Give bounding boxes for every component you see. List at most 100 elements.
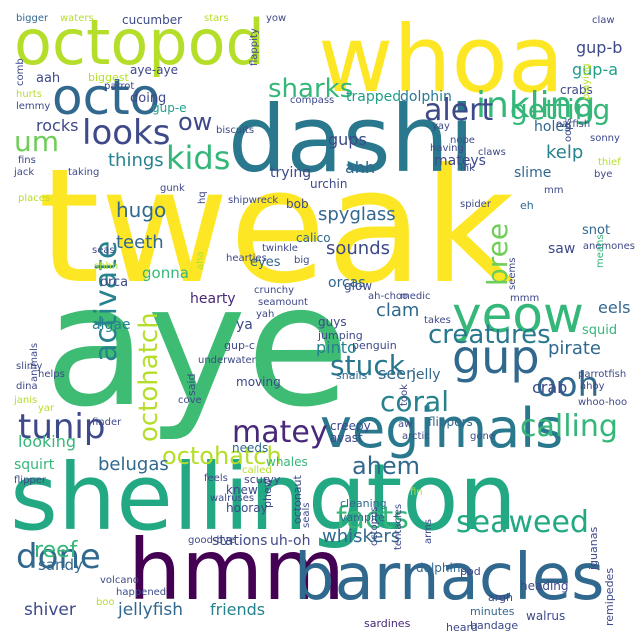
word-crunchy: seems <box>507 257 518 290</box>
word-penguin: penguin <box>352 339 397 352</box>
word-gone: whoo-hoo <box>578 397 628 408</box>
word-urchin: urchin <box>310 177 348 191</box>
word-teeth: teeth <box>116 232 164 253</box>
word-done: done <box>16 537 101 577</box>
word-anemones: big <box>294 255 310 266</box>
word-bob: bob <box>286 197 309 211</box>
word-scurvy: scurvy <box>244 473 281 486</box>
word-inkling: inkling <box>476 85 596 126</box>
word-squid: squid <box>582 323 618 338</box>
word-thief: bye <box>594 169 613 180</box>
word-whiskers: whiskers <box>322 526 401 547</box>
word-vegimals: vegimals <box>320 397 564 460</box>
word-gup-c: gup-c <box>224 339 255 352</box>
word-said: janis <box>14 395 38 406</box>
word-trapped: trapped <box>346 89 402 105</box>
word-helps: takes <box>424 315 451 326</box>
word-underwater: medic <box>400 291 431 302</box>
word-vampire: vampire <box>340 511 386 524</box>
word-cove: dina <box>16 381 38 392</box>
word-jack: fins <box>18 155 36 166</box>
word-hearty: hearty <box>190 291 236 307</box>
word-looks: looks <box>82 113 171 153</box>
word-seen: seen <box>378 364 417 383</box>
word-took: yar <box>38 403 55 414</box>
word-nope: yay <box>432 121 450 132</box>
word-ow: um <box>14 125 60 158</box>
word-ahh: ahh <box>345 158 376 177</box>
word-orca: orca <box>100 275 129 290</box>
word-flippers: flippers <box>428 415 473 429</box>
word-pete: happened <box>116 587 167 598</box>
word-jelly: jelly <box>412 367 441 383</box>
word-seaweed: seaweed <box>456 505 589 540</box>
word-whoo-hoo: took <box>399 384 410 406</box>
word-ya: ya <box>236 317 253 333</box>
word-arms: walruses <box>210 493 255 504</box>
word-arctic: ahoy <box>580 381 605 392</box>
word-stars: stars <box>204 13 229 24</box>
word-big: places <box>18 193 51 204</box>
word-janis: helps <box>38 369 65 380</box>
word-phew: phew <box>261 478 274 508</box>
word-whoa: whoa <box>318 6 565 113</box>
word-trying: trying <box>270 165 312 181</box>
word-hooray: hooray <box>226 501 268 515</box>
word-seas: playing <box>581 63 592 100</box>
word-eyes: eyes <box>250 255 281 270</box>
word-happened: arms <box>423 518 434 544</box>
word-jumping: jumping <box>318 329 363 342</box>
word-claw: claw <box>592 15 615 26</box>
word-barnacles: barnacles <box>294 541 605 615</box>
word-fins: sonny <box>590 133 620 144</box>
word-pinto: pinto <box>316 338 357 357</box>
word-taking: jack <box>14 167 35 178</box>
word-twinkle: shhh <box>94 261 119 272</box>
word-oops: thief <box>598 157 621 168</box>
word-seems: hearties <box>226 253 267 264</box>
word-gup: gup <box>452 330 540 384</box>
word-parrotfish: said <box>185 373 198 396</box>
word-shiver: shiver <box>24 600 76 620</box>
word-shellington: shellington <box>10 444 517 551</box>
word-eels: eels <box>598 298 631 317</box>
word-gup-a: gup-a <box>572 60 619 79</box>
word-oarfish: claws <box>478 147 506 158</box>
word-remipedes: remipedes <box>603 567 616 626</box>
word-needs: needs <box>232 441 269 455</box>
word-looking: looking <box>18 432 77 451</box>
word-aw: parrotfish <box>578 369 627 380</box>
word-bye: mm <box>544 185 564 196</box>
word-activate-vertical: activate <box>89 240 124 362</box>
word-belugas: belugas <box>98 454 169 475</box>
word-facts: facts <box>336 501 409 536</box>
word-bandage: bandage <box>470 619 519 632</box>
word-ink: having <box>430 143 464 154</box>
word-octohatch: octohatch <box>162 442 282 470</box>
word-minutes: minutes <box>470 605 515 618</box>
word-argh: argh <box>488 591 514 604</box>
word-reef: reef <box>34 538 78 563</box>
word-volcano: fin <box>410 487 423 498</box>
word-crabs: crabs <box>560 83 593 97</box>
word-calico: calico <box>296 231 331 245</box>
word-algae: algae <box>92 317 131 333</box>
word-yow: yow <box>266 13 287 24</box>
word-cucumber: cucumber <box>122 13 183 27</box>
word-biscuits: taking <box>68 167 100 178</box>
word-tweak: tweak <box>38 135 515 319</box>
word-dolphin: dolphin <box>400 89 452 105</box>
word-guys: guys <box>318 315 347 329</box>
word-doing: doing <box>130 91 167 106</box>
word-moving: moving <box>236 375 281 389</box>
word-hmm: hmm <box>128 521 345 619</box>
word-orcas: orcas <box>328 275 366 291</box>
word-mm: gunk <box>160 183 185 194</box>
word-good-bye: seals <box>301 502 312 528</box>
word-shipwreck: aha <box>195 251 206 270</box>
word-slimy: underwater <box>198 355 256 366</box>
word-comb: comb <box>15 58 26 86</box>
word-seals: feels <box>204 473 228 484</box>
word-aye-aye: aye-aye <box>130 63 179 77</box>
word-heading: heading <box>520 579 569 593</box>
